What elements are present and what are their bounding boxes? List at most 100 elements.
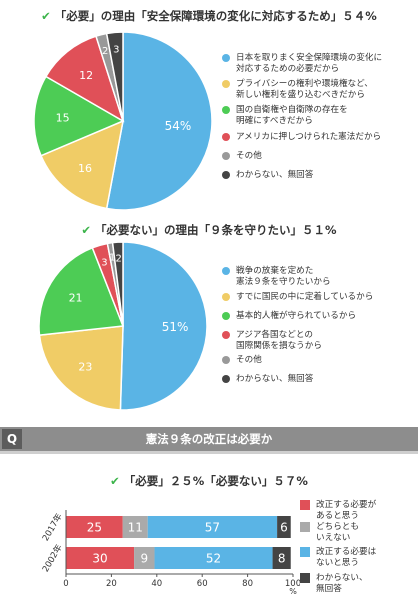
- legend-label: その他: [236, 151, 262, 161]
- pie-slice: [105, 31, 124, 122]
- x-tick-label: 80: [242, 579, 253, 589]
- pie-slice-label: 23: [78, 361, 92, 374]
- pie-slice: [38, 325, 124, 411]
- legend-square-icon: [300, 573, 310, 583]
- x-unit-label: %: [289, 587, 297, 595]
- legend-dot-icon: [222, 356, 230, 364]
- bar-value-label: 30: [92, 552, 107, 566]
- legend-dot-icon: [222, 171, 230, 179]
- legend-item: わからない、無回答: [222, 374, 412, 385]
- pie-slice-label: 2: [102, 46, 108, 57]
- legend-label: わからない、無回答: [236, 374, 314, 384]
- bar-segment: [147, 516, 278, 538]
- bar-legend-item: 改正する必要は ないと思う: [300, 547, 376, 568]
- legend-item: アメリカに押しつけられた憲法だから: [222, 132, 412, 143]
- legend-square-icon: [300, 500, 310, 510]
- bar-legend-item: どちらとも いえない: [300, 522, 359, 543]
- legend-dot-icon: [222, 152, 230, 160]
- legend-dot-icon: [222, 54, 230, 62]
- legend-square-icon: [300, 522, 310, 532]
- bar-category-label: 2017年: [40, 511, 65, 543]
- check-icon: ✔: [110, 474, 120, 488]
- bar-segment: [277, 516, 291, 538]
- pie-slice: [38, 246, 125, 336]
- legend-dot-icon: [222, 133, 230, 141]
- legend-item: アジア各国などとの 国際関係を損なうから: [222, 330, 412, 351]
- pie-slice-label: 2: [116, 253, 122, 264]
- legend-label: プライバシーの権利や環境権など、 新しい権利を盛り込むべきだから: [236, 79, 373, 100]
- bar-chart-title: ✔ 「必要」２５%「必要ない」５７%: [0, 473, 418, 489]
- x-tick-label: 40: [151, 579, 162, 589]
- pie-slice: [44, 35, 125, 123]
- question-badge: Q: [2, 429, 22, 449]
- bar-legend-item: わからない、 無回答: [300, 573, 368, 594]
- legend-item: 日本を取りまく安全保障環境の変化に 対応するための必要だから: [222, 53, 412, 74]
- pie-slice: [105, 31, 213, 211]
- legend-label: わからない、無回答: [236, 170, 314, 180]
- pie-slice-label: 3: [101, 257, 107, 268]
- legend-item: すでに国民の中に定着しているから: [222, 292, 412, 303]
- bar-title-text: 「必要」２５%「必要ない」５７%: [123, 474, 308, 488]
- legend-label: 改正する必要は ないと思う: [316, 547, 377, 568]
- bar-segment: [66, 516, 123, 538]
- bar-value-label: 11: [128, 521, 143, 535]
- legend-item: プライバシーの権利や環境権など、 新しい権利を盛り込むべきだから: [222, 79, 412, 100]
- legend-dot-icon: [222, 106, 230, 114]
- legend-item: 国の自衛権や自衛隊の存在を 明確にすべきだから: [222, 105, 412, 126]
- legend-label: 戦争の放棄を定めた 憲法９条を守りたいから: [236, 266, 331, 287]
- bar-value-label: 52: [206, 552, 221, 566]
- pie-slice-label: 1: [109, 252, 115, 263]
- pie-slice-label: 51%: [162, 320, 189, 334]
- legend-label: どちらとも いえない: [316, 522, 359, 543]
- pie-slice: [40, 119, 124, 210]
- bar-segment: [134, 547, 155, 569]
- pie-slice-label: 16: [78, 162, 92, 175]
- question-banner-shadow: [0, 451, 418, 454]
- pie2-title: ✔ 「必要ない」の理由「９条を守りたい」５１%: [0, 222, 418, 238]
- pie-slice-label: 21: [69, 291, 83, 304]
- legend-item: その他: [222, 151, 412, 162]
- legend-dot-icon: [222, 293, 230, 301]
- bar-legend-item: 改正する必要が あると思う: [300, 500, 376, 521]
- legend-dot-icon: [222, 312, 230, 320]
- legend-item: その他: [222, 355, 412, 366]
- legend-dot-icon: [222, 80, 230, 88]
- bar-value-label: 57: [205, 521, 220, 535]
- legend-label: 日本を取りまく安全保障環境の変化に 対応するための必要だから: [236, 53, 383, 74]
- pie-slice-label: 54%: [165, 119, 192, 133]
- x-tick-label: 100: [285, 579, 300, 589]
- bar-segment: [122, 516, 148, 538]
- pie-chart-1: 54% 16 15 12 2 3: [33, 31, 213, 211]
- question-banner: [0, 427, 418, 451]
- legend-dot-icon: [222, 331, 230, 339]
- bar-segment: [66, 547, 135, 569]
- pie-slice-label: 3: [113, 44, 119, 55]
- pie-chart-2: 51% 23 21 3 1 2: [38, 241, 208, 411]
- bar-value-label: 8: [278, 552, 286, 566]
- question-text: 憲法９条の改正は必要か: [145, 432, 273, 446]
- bar-value-label: 6: [280, 521, 288, 535]
- bar-segment: [154, 547, 273, 569]
- pie-slice-label: 12: [79, 69, 93, 82]
- legend-label: 基本的人権が守られているから: [236, 311, 357, 321]
- x-tick-label: 0: [63, 579, 68, 589]
- legend-label: その他: [236, 355, 262, 365]
- legend-label: アメリカに押しつけられた憲法だから: [236, 132, 382, 142]
- check-icon: ✔: [81, 223, 92, 237]
- pie-slice: [33, 75, 125, 157]
- legend-label: すでに国民の中に定着しているから: [236, 292, 374, 302]
- legend-square-icon: [300, 547, 310, 557]
- legend-dot-icon: [222, 375, 230, 383]
- check-icon: ✔: [41, 9, 51, 23]
- pie1-title-text: 「必要」の理由「安全保障環境の変化に対応するため」５４%: [54, 9, 377, 23]
- pie2-title-text: 「必要ない」の理由「９条を守りたい」５１%: [95, 223, 337, 237]
- legend-label: 国の自衛権や自衛隊の存在を 明確にすべきだから: [236, 105, 348, 126]
- bar-category-label: 2002年: [40, 542, 65, 574]
- legend-label: わからない、 無回答: [316, 573, 368, 594]
- legend-item: 戦争の放棄を定めた 憲法９条を守りたいから: [222, 266, 412, 287]
- bar-value-label: 25: [87, 521, 102, 535]
- pie1-title: ✔ 「必要」の理由「安全保障環境の変化に対応するため」５４%: [0, 8, 418, 24]
- stacked-bar-chart: 25 11 57 6 2017年 30 9 52 8 2002年 0 20 40 60 80 100%: [40, 510, 300, 595]
- pie-slice: [111, 241, 124, 327]
- pie-slice-label: 15: [56, 111, 70, 124]
